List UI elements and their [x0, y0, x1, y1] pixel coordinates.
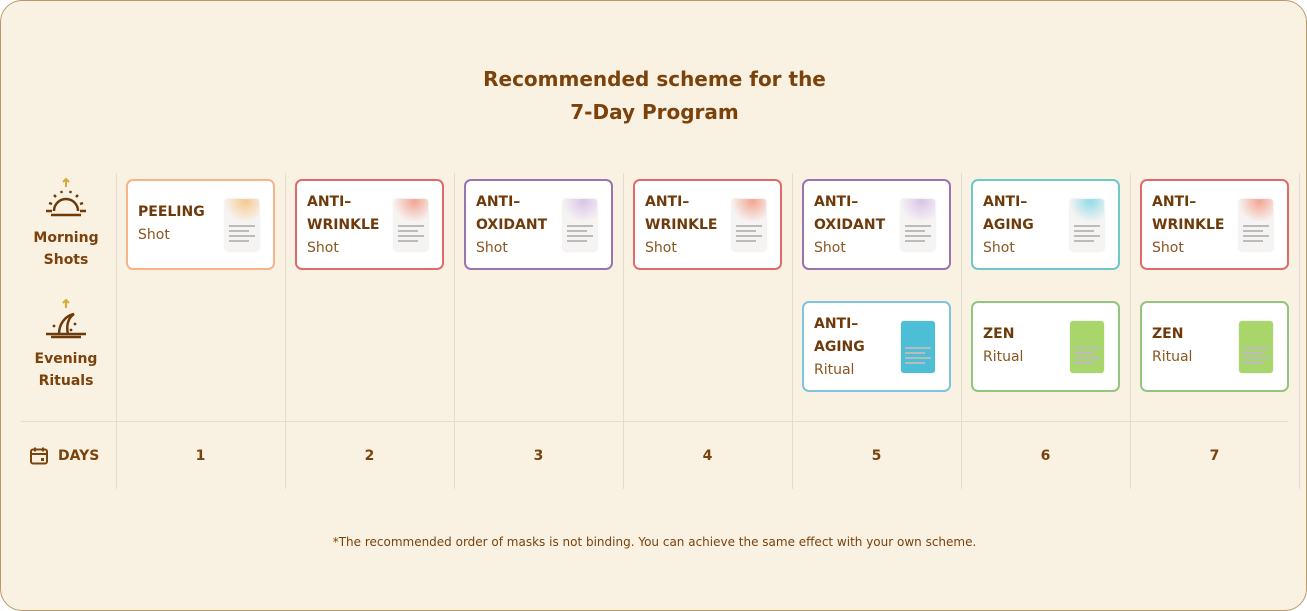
mask-card-morning-day-2[interactable]: ANTI– WRINKLE Shot	[295, 179, 444, 270]
day-number: 1	[195, 448, 206, 464]
mask-name-line-2: AGING	[814, 339, 865, 355]
column-divider	[1130, 173, 1131, 489]
mask-type: Ritual	[983, 349, 1024, 365]
mask-name-line-1: ANTI–	[814, 194, 859, 210]
mask-name-line-1: PEELING	[138, 204, 205, 220]
moonrise-icon	[46, 298, 86, 339]
mask-type: Shot	[138, 227, 170, 243]
mask-type: Shot	[645, 240, 677, 256]
mask-card-morning-day-5[interactable]: ANTI– OXIDANT Shot	[802, 179, 951, 270]
mask-name-line-2: OXIDANT	[814, 217, 886, 233]
evening-rituals-label: Evening Rituals	[21, 348, 111, 392]
mask-name-line-2: OXIDANT	[476, 217, 548, 233]
mask-name-line-1: ZEN	[983, 326, 1015, 342]
mask-name-line-2: WRINKLE	[307, 217, 380, 233]
mask-card-morning-day-7[interactable]: ANTI– WRINKLE Shot	[1140, 179, 1289, 270]
column-divider	[623, 173, 624, 489]
mask-card-morning-day-6[interactable]: ANTI– AGING Shot	[971, 179, 1120, 270]
mask-type: Shot	[814, 240, 846, 256]
column-divider	[1299, 173, 1300, 489]
mask-name: ANTI– AGING Shot	[983, 191, 1073, 260]
mask-type: Ritual	[814, 362, 855, 378]
days-label: DAYS	[58, 448, 100, 464]
title-line-1: Recommended scheme for the	[483, 67, 826, 91]
mask-card-evening-day-6[interactable]: ZEN Ritual	[971, 301, 1120, 392]
mask-card-morning-day-1[interactable]: PEELING Shot	[126, 179, 275, 270]
day-number: 3	[533, 448, 544, 464]
mask-name-line-1: ANTI–	[476, 194, 521, 210]
mask-type: Shot	[983, 240, 1015, 256]
sunrise-icon	[46, 177, 86, 217]
mask-name-line-2: WRINKLE	[1152, 217, 1225, 233]
mask-card-morning-day-4[interactable]: ANTI– WRINKLE Shot	[633, 179, 782, 270]
column-divider	[454, 173, 455, 489]
mask-name: ANTI– AGING Ritual	[814, 313, 904, 382]
mask-type: Shot	[476, 240, 508, 256]
mask-name-line-1: ANTI–	[983, 194, 1028, 210]
mask-name: ANTI– WRINKLE Shot	[307, 191, 397, 260]
day-number: 4	[702, 448, 713, 464]
mask-package-image	[901, 321, 935, 373]
mask-name: PEELING Shot	[138, 201, 228, 247]
footnote: *The recommended order of masks is not b…	[332, 535, 977, 549]
mask-card-evening-day-5[interactable]: ANTI– AGING Ritual	[802, 301, 951, 392]
title-line-2: 7-Day Program	[570, 100, 739, 124]
mask-name: ZEN Ritual	[1152, 323, 1242, 369]
mask-name-line-2: AGING	[983, 217, 1034, 233]
day-number: 2	[364, 448, 375, 464]
mask-name-line-1: ZEN	[1152, 326, 1184, 342]
evening-line-2: Rituals	[38, 373, 94, 389]
mask-name-line-1: ANTI–	[814, 316, 859, 332]
mask-name-line-1: ANTI–	[307, 194, 352, 210]
calendar-icon	[30, 447, 48, 465]
mask-package-image	[1070, 321, 1104, 373]
mask-package-image	[1070, 199, 1104, 251]
mask-name-line-1: ANTI–	[1152, 194, 1197, 210]
page-title: Recommended scheme for the 7-Day Program	[1, 63, 1307, 129]
mask-name: ANTI– WRINKLE Shot	[1152, 191, 1242, 260]
column-divider	[961, 173, 962, 489]
day-number: 6	[1040, 448, 1051, 464]
mask-card-evening-day-7[interactable]: ZEN Ritual	[1140, 301, 1289, 392]
morning-line-2: Shots	[43, 252, 89, 268]
morning-shots-label: Morning Shots	[21, 227, 111, 271]
mask-type: Ritual	[1152, 349, 1193, 365]
mask-name: ANTI– OXIDANT Shot	[476, 191, 566, 260]
column-divider	[116, 173, 117, 489]
mask-package-image	[225, 199, 259, 251]
day-number: 7	[1209, 448, 1220, 464]
mask-package-image	[901, 199, 935, 251]
mask-package-image	[1239, 321, 1273, 373]
mask-name: ANTI– WRINKLE Shot	[645, 191, 735, 260]
mask-package-image	[394, 199, 428, 251]
mask-type: Shot	[307, 240, 339, 256]
mask-package-image	[732, 199, 766, 251]
morning-line-1: Morning	[33, 230, 99, 246]
mask-package-image	[563, 199, 597, 251]
mask-name: ZEN Ritual	[983, 323, 1073, 369]
column-divider	[792, 173, 793, 489]
mask-package-image	[1239, 199, 1273, 251]
day-number: 5	[871, 448, 882, 464]
mask-type: Shot	[1152, 240, 1184, 256]
column-divider	[285, 173, 286, 489]
mask-name: ANTI– OXIDANT Shot	[814, 191, 904, 260]
mask-card-morning-day-3[interactable]: ANTI– OXIDANT Shot	[464, 179, 613, 270]
mask-name-line-1: ANTI–	[645, 194, 690, 210]
mask-name-line-2: WRINKLE	[645, 217, 718, 233]
divider	[21, 421, 1288, 422]
evening-line-1: Evening	[34, 351, 98, 367]
